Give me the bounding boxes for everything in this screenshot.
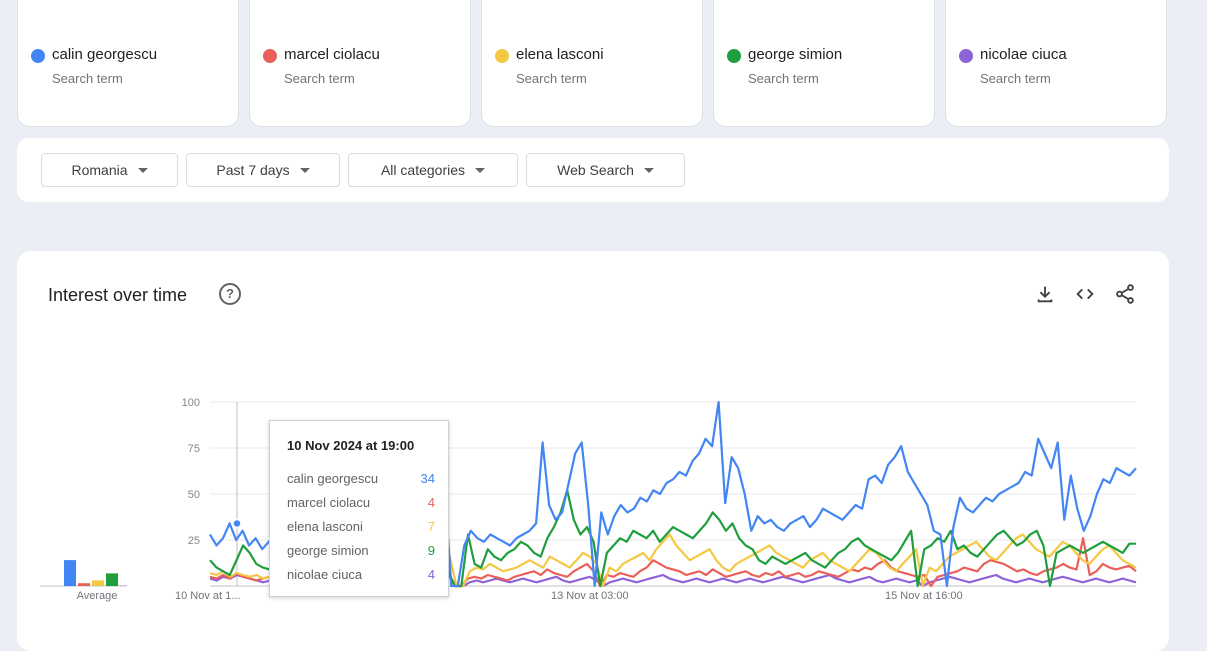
caret-down-icon — [138, 168, 148, 173]
term-name: elena lasconi — [516, 46, 604, 63]
tooltip-row: elena lasconi 7 — [287, 519, 435, 534]
tooltip-row: calin georgescu 34 — [287, 471, 435, 486]
panel-title: Interest over time — [48, 285, 187, 306]
series-dot-icon — [727, 49, 741, 63]
search-type-label: Web Search — [557, 162, 634, 178]
search-terms-row: calin georgescu Search term marcel ciola… — [17, 0, 1169, 129]
average-bar — [64, 560, 76, 586]
hover-point — [233, 519, 241, 527]
category-dropdown[interactable]: All categories — [348, 153, 518, 187]
y-tick-label: 25 — [188, 535, 200, 547]
term-card-elena-lasconi[interactable]: elena lasconi Search term — [481, 0, 703, 127]
term-name: nicolae ciuca — [980, 46, 1067, 63]
series-dot-icon — [31, 49, 45, 63]
caret-down-icon — [644, 168, 654, 173]
tooltip-term: calin georgescu — [287, 471, 378, 486]
time-range-dropdown[interactable]: Past 7 days — [186, 153, 340, 187]
caret-down-icon — [475, 168, 485, 173]
tooltip-row: nicolae ciuca 4 — [287, 567, 435, 582]
tooltip-term: marcel ciolacu — [287, 495, 370, 510]
series-dot-icon — [495, 49, 509, 63]
term-name: marcel ciolacu — [284, 46, 380, 63]
average-bar — [92, 580, 104, 586]
region-dropdown[interactable]: Romania — [41, 153, 178, 187]
term-name: george simion — [748, 46, 842, 63]
term-type-label: Search term — [52, 71, 123, 86]
caret-down-icon — [300, 168, 310, 173]
tooltip-row: george simion 9 — [287, 543, 435, 558]
tooltip-term: elena lasconi — [287, 519, 363, 534]
tooltip-date: 10 Nov 2024 at 19:00 — [287, 438, 414, 453]
embed-icon[interactable] — [1074, 283, 1096, 305]
average-bar-chart: Average — [40, 510, 127, 610]
term-card-calin-georgescu[interactable]: calin georgescu Search term — [17, 0, 239, 127]
tooltip-row: marcel ciolacu 4 — [287, 495, 435, 510]
x-tick-label: 10 Nov at 1... — [175, 590, 240, 602]
time-range-label: Past 7 days — [216, 162, 289, 178]
tooltip-value: 9 — [428, 543, 435, 558]
x-tick-label: 15 Nov at 16:00 — [885, 590, 963, 602]
term-card-marcel-ciolacu[interactable]: marcel ciolacu Search term — [249, 0, 471, 127]
term-card-nicolae-ciuca[interactable]: nicolae ciuca Search term — [945, 0, 1167, 127]
tooltip-value: 34 — [421, 471, 435, 486]
share-icon[interactable] — [1114, 283, 1136, 305]
series-dot-icon — [959, 49, 973, 63]
term-type-label: Search term — [748, 71, 819, 86]
category-label: All categories — [381, 162, 465, 178]
x-tick-label: 13 Nov at 03:00 — [551, 590, 629, 602]
tooltip-value: 4 — [428, 567, 435, 582]
tooltip-term: george simion — [287, 543, 369, 558]
average-bar — [78, 583, 90, 586]
filter-bar: Romania Past 7 days All categories Web S… — [17, 138, 1169, 202]
tooltip-term: nicolae ciuca — [287, 567, 362, 582]
region-label: Romania — [71, 162, 127, 178]
chart-tooltip: 10 Nov 2024 at 19:00 calin georgescu 34 … — [269, 420, 449, 597]
average-bar — [106, 573, 118, 586]
y-tick-label: 50 — [188, 489, 200, 501]
term-type-label: Search term — [284, 71, 355, 86]
tooltip-value: 7 — [428, 519, 435, 534]
y-tick-label: 100 — [182, 397, 200, 409]
term-name: calin georgescu — [52, 46, 157, 63]
term-card-george-simion[interactable]: george simion Search term — [713, 0, 935, 127]
tooltip-value: 4 — [428, 495, 435, 510]
average-label: Average — [77, 590, 118, 602]
y-tick-label: 75 — [188, 443, 200, 455]
help-icon[interactable]: ? — [219, 283, 241, 305]
search-type-dropdown[interactable]: Web Search — [526, 153, 685, 187]
term-type-label: Search term — [980, 71, 1051, 86]
term-type-label: Search term — [516, 71, 587, 86]
download-icon[interactable] — [1034, 283, 1056, 305]
series-dot-icon — [263, 49, 277, 63]
